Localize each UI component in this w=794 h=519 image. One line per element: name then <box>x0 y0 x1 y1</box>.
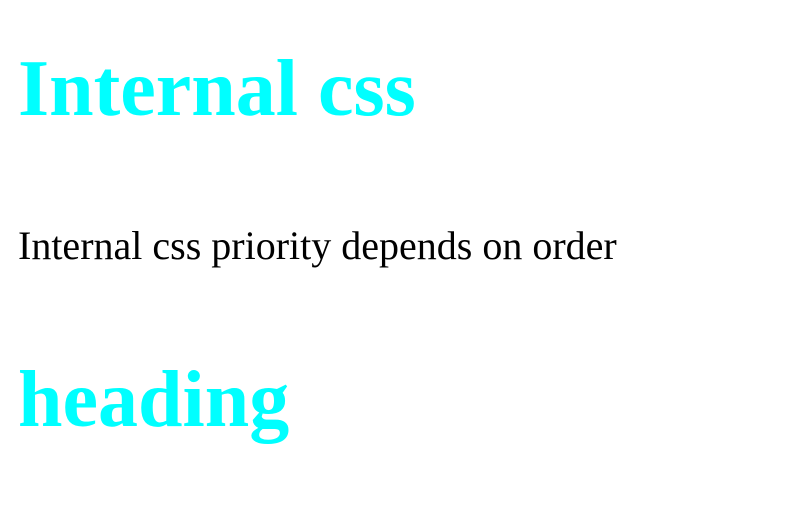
body-paragraph: Internal css priority depends on order <box>18 223 617 268</box>
page-title: Internal css <box>18 45 416 133</box>
secondary-heading: heading <box>18 356 290 444</box>
